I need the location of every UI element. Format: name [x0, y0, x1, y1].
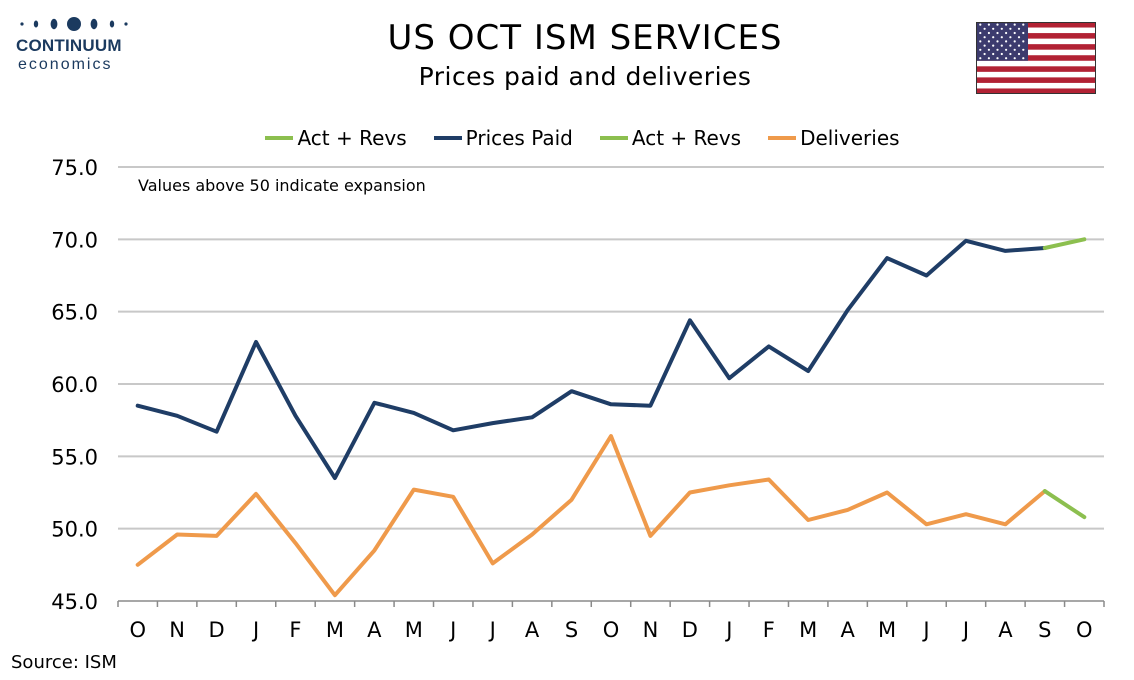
x-tick-label: J — [961, 618, 969, 642]
y-tick-label: 70.0 — [51, 228, 98, 252]
legend-item: Act + Revs — [599, 126, 742, 150]
legend-item: Deliveries — [768, 126, 900, 150]
x-tick-label: A — [525, 618, 540, 642]
x-tick-label: J — [251, 618, 259, 642]
series-line-act-revs — [1042, 237, 1087, 250]
legend-item: Prices Paid — [433, 126, 573, 150]
logo-dots-icon — [20, 17, 128, 31]
series-line-deliveries — [135, 434, 1047, 598]
series-line-prices-paid — [135, 238, 1047, 480]
chart-subtitle: Prices paid and deliveries — [418, 62, 752, 91]
y-tick-label: 45.0 — [51, 590, 98, 614]
legend-swatch — [768, 136, 797, 140]
chart-title: US OCT ISM SERVICES — [387, 18, 783, 58]
x-tick-label: S — [565, 618, 578, 642]
x-tick-label: F — [763, 618, 775, 642]
x-tick-label: J — [448, 618, 456, 642]
legend-swatch — [599, 136, 628, 140]
x-tick-label: D — [209, 618, 225, 642]
x-tick-label: N — [169, 618, 185, 642]
x-tick-label: M — [326, 618, 344, 642]
series-line-act-revs — [1042, 489, 1087, 520]
x-tick-label: A — [840, 618, 855, 642]
y-tick-label: 60.0 — [51, 373, 98, 397]
x-tick-label: J — [724, 618, 732, 642]
x-tick-label: M — [405, 618, 423, 642]
y-tick-label: 65.0 — [51, 301, 98, 325]
logo-subtitle: economics — [18, 56, 113, 73]
legend-swatch — [433, 136, 462, 140]
x-tick-label: D — [682, 618, 698, 642]
chart-annotation: Values above 50 indicate expansion — [138, 176, 426, 195]
x-tick-label: S — [1038, 618, 1051, 642]
y-tick-label: 50.0 — [51, 518, 98, 542]
legend-item: Act + Revs — [265, 126, 407, 150]
source-note: Source: ISM — [11, 652, 117, 673]
legend-label: Prices Paid — [465, 126, 573, 150]
x-tick-label: O — [1076, 618, 1093, 642]
x-tick-label: F — [289, 618, 301, 642]
x-tick-label: O — [129, 618, 146, 642]
y-tick-label: 55.0 — [51, 445, 98, 469]
x-tick-label: N — [643, 618, 659, 642]
x-tick-label: A — [367, 618, 382, 642]
x-tick-label: J — [488, 618, 496, 642]
x-tick-label: M — [878, 618, 896, 642]
legend-swatch — [265, 136, 294, 140]
legend-label: Act + Revs — [631, 126, 742, 150]
chart-legend: Act + Revs Prices Paid Act + Revs Delive… — [0, 125, 1134, 151]
x-tick-label: M — [799, 618, 817, 642]
logo-name: CONTINUUM — [16, 36, 122, 55]
y-tick-label: 75.0 — [51, 156, 98, 180]
x-tick-label: O — [603, 618, 620, 642]
legend-label: Deliveries — [800, 126, 900, 150]
legend-label: Act + Revs — [297, 126, 407, 150]
x-tick-label: J — [921, 618, 929, 642]
x-tick-label: A — [998, 618, 1013, 642]
us-flag-icon — [976, 22, 1096, 94]
